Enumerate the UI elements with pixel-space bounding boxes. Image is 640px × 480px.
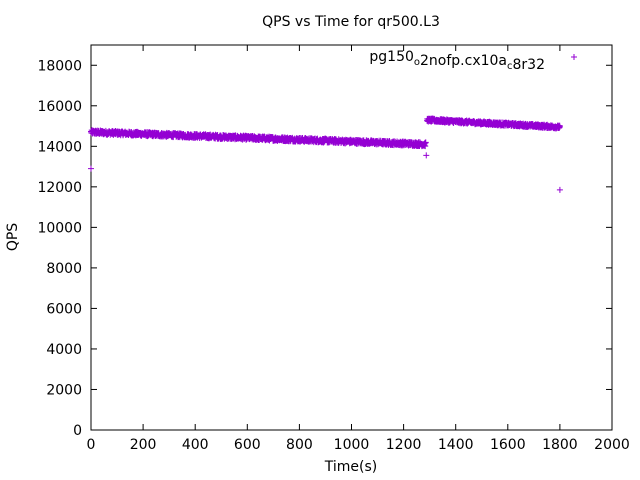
y-tick-label: 0 — [73, 423, 82, 439]
data-point-outlier — [88, 165, 94, 172]
y-tick-label: 18000 — [37, 58, 82, 74]
x-tick-label: 800 — [286, 437, 313, 453]
data-point-outlier — [426, 117, 433, 124]
data-point-outlier — [423, 152, 430, 159]
x-tick-label: 400 — [182, 437, 209, 453]
x-tick-label: 1000 — [334, 437, 370, 453]
x-axis-label: Time(s) — [324, 459, 377, 475]
x-tick-label: 0 — [87, 437, 96, 453]
y-tick-label: 6000 — [46, 301, 82, 317]
legend-series-label: pg150o2nofp.cx10ac8r32 — [369, 49, 545, 73]
legend-marker-plus — [571, 54, 577, 60]
y-tick-label: 2000 — [46, 382, 82, 398]
legend-text-part: 8r32 — [513, 57, 545, 73]
x-tick-label: 1600 — [490, 437, 526, 453]
y-axis-label: QPS — [5, 223, 21, 251]
x-tick-label: 1200 — [386, 437, 422, 453]
plot-frame — [90, 44, 613, 431]
x-tick-label: 2000 — [594, 437, 630, 453]
x-axis-ticks: 0 200 400 600 800 1000 1200 1400 1600 1800 2000 — [87, 45, 630, 453]
y-tick-label: 8000 — [46, 261, 82, 277]
legend-series-marker — [571, 54, 577, 60]
y-tick-label: 16000 — [37, 99, 82, 115]
legend-text-part: pg150 — [369, 49, 414, 65]
data-point — [422, 139, 429, 146]
chart-title: QPS vs Time for qr500.L3 — [262, 14, 440, 30]
legend: pg150o2nofp.cx10ac8r32 — [369, 49, 577, 73]
y-axis-ticks: 0 2000 4000 6000 8000 10000 12000 14000 16000 180… — [37, 58, 612, 439]
legend-text-part: o — [414, 57, 420, 68]
x-tick-label: 600 — [234, 437, 261, 453]
y-tick-label: 14000 — [37, 139, 82, 155]
data-point-outlier — [556, 186, 563, 193]
legend-text-part: 2nofp.cx10a — [420, 53, 507, 69]
y-tick-label: 12000 — [37, 180, 82, 196]
data-points — [88, 115, 563, 193]
legend-text-part: c — [507, 61, 513, 72]
x-tick-label: 1400 — [438, 437, 474, 453]
data-point — [556, 123, 563, 130]
y-tick-label: 4000 — [46, 342, 82, 358]
y-tick-label: 10000 — [37, 220, 82, 236]
x-tick-label: 200 — [130, 437, 157, 453]
x-tick-label: 1800 — [542, 437, 578, 453]
